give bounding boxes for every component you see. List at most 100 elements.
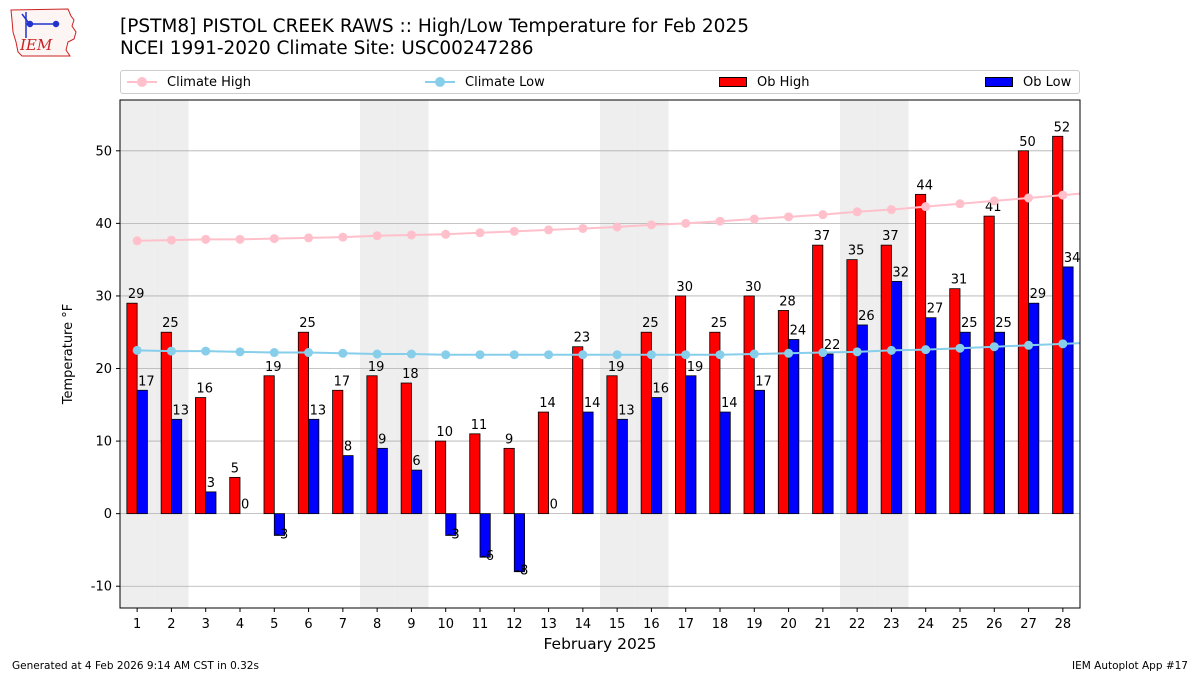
ob-low-bar	[616, 418, 628, 515]
ob-low-bar	[1062, 266, 1074, 515]
climate-low-point	[269, 348, 279, 358]
ob-low-label: 25	[995, 316, 1012, 331]
title-line-1: [PSTM8] PISTOL CREEK RAWS :: High/Low Te…	[120, 16, 749, 37]
climate-low-point	[304, 348, 314, 358]
legend-swatch-climate-low	[425, 77, 455, 87]
climate-low-point	[989, 342, 999, 352]
climate-low-point	[886, 345, 896, 355]
ob-high-label: 19	[608, 360, 625, 375]
ob-high-bar	[537, 411, 549, 515]
ob-low-label: 8	[344, 440, 352, 455]
climate-high-point	[475, 228, 485, 238]
legend-swatch-climate-high	[127, 77, 157, 87]
climate-low-point	[1058, 339, 1068, 349]
climate-high-point	[235, 234, 245, 244]
ob-high-label: 25	[711, 316, 728, 331]
ob-low-bar	[411, 469, 423, 515]
ob-high-bar	[503, 447, 515, 515]
climate-low-point	[235, 347, 245, 357]
x-tick-label: 2	[167, 617, 175, 632]
ob-high-bar	[435, 440, 447, 515]
x-tick-label: 4	[236, 617, 244, 632]
climate-low-point	[955, 343, 965, 353]
climate-high-point	[132, 236, 142, 246]
x-tick-label: 10	[437, 617, 454, 632]
ob-high-bar	[160, 331, 172, 515]
ob-low-bar	[171, 418, 183, 515]
climate-low-point	[646, 350, 656, 360]
x-tick-label: 27	[1020, 617, 1037, 632]
y-tick-label: 30	[95, 289, 112, 304]
title-line-2: NCEI 1991-2020 Climate Site: USC00247286	[120, 38, 534, 59]
legend-swatch-ob-low	[985, 77, 1013, 87]
x-tick-label: 23	[883, 617, 900, 632]
climate-high-point	[372, 231, 382, 241]
climate-high-point	[921, 202, 931, 212]
plot-frame	[119, 99, 1081, 609]
climate-high-point	[818, 210, 828, 220]
y-tick-label: 0	[104, 507, 112, 522]
ob-high-label: 23	[574, 331, 591, 346]
ob-high-bar	[126, 302, 138, 515]
x-tick-label: 3	[202, 617, 210, 632]
ob-low-label: 24	[790, 323, 807, 338]
climate-low-point	[715, 350, 725, 360]
ob-high-label: 25	[162, 316, 179, 331]
climate-low-point	[132, 345, 142, 355]
climate-high-point	[715, 216, 725, 226]
y-tick-label: 10	[95, 435, 112, 450]
climate-high-point	[201, 234, 211, 244]
x-tick-label: 24	[917, 617, 934, 632]
ob-high-bar	[880, 244, 892, 515]
app-label: IEM Autoplot App #17	[1072, 660, 1188, 672]
climate-high-point	[578, 223, 588, 233]
climate-high-point	[886, 205, 896, 215]
x-tick-label: 20	[780, 617, 797, 632]
x-tick-label: 18	[712, 617, 729, 632]
ob-low-bar	[651, 397, 663, 515]
logo-text: IEM	[19, 36, 53, 54]
ob-low-label: 0	[550, 498, 558, 513]
climate-low-point	[1024, 340, 1034, 350]
ob-high-bar	[400, 382, 412, 515]
ob-low-label: -3	[447, 527, 460, 542]
ob-low-label: 16	[652, 382, 669, 397]
ob-low-label: 25	[961, 316, 978, 331]
y-axis-label: Temperature °F	[61, 304, 76, 405]
ob-low-bar	[342, 455, 354, 515]
ob-high-label: 44	[916, 178, 933, 193]
ob-high-bar	[777, 310, 789, 515]
ob-high-label: 25	[642, 316, 659, 331]
ob-low-bar	[925, 317, 937, 515]
x-tick-label: 11	[472, 617, 489, 632]
ob-low-label: 3	[207, 476, 215, 491]
climate-high-point	[852, 207, 862, 217]
generated-timestamp: Generated at 4 Feb 2026 9:14 AM CST in 0…	[12, 660, 259, 672]
climate-low-point	[475, 350, 485, 360]
climate-high-point	[166, 235, 176, 245]
ob-high-bar	[606, 375, 618, 515]
climate-high-point	[784, 212, 794, 222]
ob-low-label: 13	[172, 403, 189, 418]
ob-low-bar	[479, 513, 491, 558]
x-tick-label: 17	[677, 617, 694, 632]
ob-high-label: 30	[676, 280, 693, 295]
climate-low-point	[441, 350, 451, 360]
ob-low-bar	[685, 375, 697, 515]
legend-label-ob-high: Ob High	[757, 74, 810, 90]
ob-low-bar	[308, 418, 320, 515]
ob-low-bar	[376, 447, 388, 515]
ob-high-bar	[846, 259, 858, 515]
ob-low-bar	[993, 331, 1005, 515]
ob-high-label: 52	[1054, 120, 1071, 135]
ob-low-label: 17	[138, 374, 155, 389]
ob-high-label: 14	[539, 396, 556, 411]
ob-high-label: 18	[402, 367, 419, 382]
ob-high-label: 30	[745, 280, 762, 295]
ob-high-bar	[1017, 150, 1029, 515]
x-tick-label: 9	[407, 617, 415, 632]
ob-high-label: 29	[128, 287, 145, 302]
climate-high-point	[338, 232, 348, 242]
ob-low-label: 26	[858, 309, 875, 324]
